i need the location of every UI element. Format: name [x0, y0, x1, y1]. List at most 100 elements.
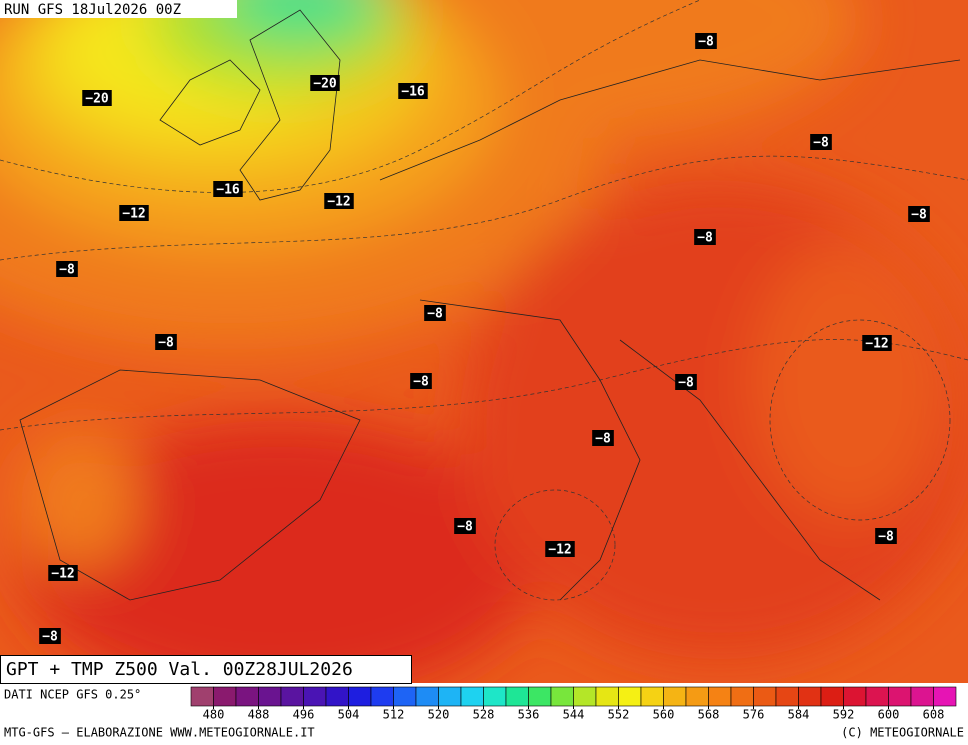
temperature-text: −8	[813, 136, 829, 151]
temperature-box	[410, 373, 432, 389]
colorbar-swatch	[235, 686, 259, 707]
temperature-label: −8	[56, 261, 78, 278]
temperature-text: −8	[427, 307, 443, 322]
colorbar-swatch	[910, 686, 934, 707]
colorbar-swatch	[325, 686, 349, 707]
temperature-box	[39, 628, 61, 644]
temperature-box	[398, 83, 428, 99]
temperature-text: −8	[878, 530, 894, 545]
temperature-label: −8	[454, 518, 476, 535]
temperature-box	[695, 33, 717, 49]
colorbar-swatch	[618, 686, 642, 707]
temperature-box	[810, 134, 832, 150]
colorbar-swatch	[348, 686, 372, 707]
temperature-box	[82, 90, 112, 106]
title-box	[0, 655, 412, 684]
source-label: DATI NCEP GFS 0.25°	[4, 688, 141, 702]
temperature-text: −16	[216, 183, 240, 198]
colorbar-tick-label: 496	[293, 708, 315, 722]
temperature-label: −16	[213, 181, 243, 198]
colorbar-swatch	[505, 686, 529, 707]
temperature-text: −12	[122, 207, 145, 222]
colorbar-tick-label: 544	[563, 708, 585, 722]
temperature-box	[56, 261, 78, 277]
temperature-label: −8	[810, 134, 832, 151]
temperature-box	[424, 305, 446, 321]
colorbar-tick-label: 584	[788, 708, 810, 722]
colorbar-tick-label: 552	[608, 708, 630, 722]
temperature-label: −12	[545, 541, 575, 558]
temperature-label: −8	[39, 628, 61, 645]
colorbar-tick-label: 520	[428, 708, 450, 722]
temperature-text: −12	[548, 543, 571, 558]
temperature-box	[545, 541, 575, 557]
temperature-box	[119, 205, 149, 221]
colorbar-tick-label: 536	[518, 708, 540, 722]
colorbar-tick-label: 504	[338, 708, 360, 722]
colorbar-tick-label: 608	[923, 708, 945, 722]
temperature-box	[324, 193, 354, 209]
colorbar-tick-label: 560	[653, 708, 675, 722]
temperature-text: −12	[327, 195, 350, 210]
colorbar-swatch	[753, 686, 777, 707]
temperature-text: −8	[59, 263, 75, 278]
colorbar-swatch	[820, 686, 844, 707]
temperature-label: −16	[398, 83, 428, 100]
temperature-text: −8	[42, 630, 58, 645]
temperature-text: −8	[678, 376, 694, 391]
temperature-box	[310, 75, 340, 91]
colorbar-swatch	[483, 686, 507, 707]
run-label: RUN GFS 18Jul2026 00Z	[4, 2, 181, 18]
isotherms	[0, 0, 968, 601]
colorbar-tick-label: 576	[743, 708, 765, 722]
temperature-label: −12	[119, 205, 149, 222]
colorbar-swatch	[595, 686, 619, 707]
temperature-text: −8	[158, 336, 174, 351]
colorbar-swatch	[415, 686, 439, 707]
temperature-text: −12	[865, 337, 888, 352]
colorbar-swatch	[573, 686, 597, 707]
temperature-box	[862, 335, 892, 351]
temperature-box	[875, 528, 897, 544]
temperature-label: −8	[410, 373, 432, 390]
temperature-box	[48, 565, 78, 581]
header-box	[0, 0, 237, 18]
colorbar-swatch	[370, 686, 394, 707]
colorbar-tick-label: 600	[878, 708, 900, 722]
temperature-box	[155, 334, 177, 350]
temperature-text: −8	[413, 375, 429, 390]
temperature-label: −8	[694, 229, 716, 246]
temperature-text: −8	[698, 35, 714, 50]
credit-left: MTG-GFS — ELABORAZIONE WWW.METEOGIORNALE…	[4, 726, 315, 740]
temperature-box	[592, 430, 614, 446]
temperature-box	[213, 181, 243, 197]
colorbar-swatch	[280, 686, 304, 707]
temperature-label: −8	[592, 430, 614, 447]
colorbar-swatch	[213, 686, 237, 707]
colorbar-swatch	[685, 686, 709, 707]
colorbar-swatch	[190, 686, 214, 707]
colorbar-swatch	[865, 686, 889, 707]
colorbar-tick-label: 512	[383, 708, 405, 722]
colorbar-swatch	[258, 686, 282, 707]
temperature-text: −8	[595, 432, 611, 447]
colorbar-tick-label: 568	[698, 708, 720, 722]
temperature-text: −16	[401, 85, 425, 100]
temperature-label: −20	[310, 75, 340, 92]
colorbar-swatch	[393, 686, 417, 707]
colorbar-tick-label: 528	[473, 708, 495, 722]
colorbar-swatch	[438, 686, 462, 707]
colorbar-swatch	[843, 686, 867, 707]
temperature-box	[694, 229, 716, 245]
temperature-label: −8	[695, 33, 717, 50]
coastlines	[19, 9, 961, 601]
temperature-text: −20	[85, 92, 109, 107]
temperature-label: −8	[424, 305, 446, 322]
colorbar: 480 488 496 504 512 520 528 536 544 552 560 568 576 5…	[190, 686, 957, 722]
colorbar-swatch	[730, 686, 754, 707]
colorbar-swatch	[640, 686, 664, 707]
colorbar-tick-label: 488	[248, 708, 270, 722]
colorbar-swatch	[528, 686, 552, 707]
colorbar-swatch	[798, 686, 822, 707]
